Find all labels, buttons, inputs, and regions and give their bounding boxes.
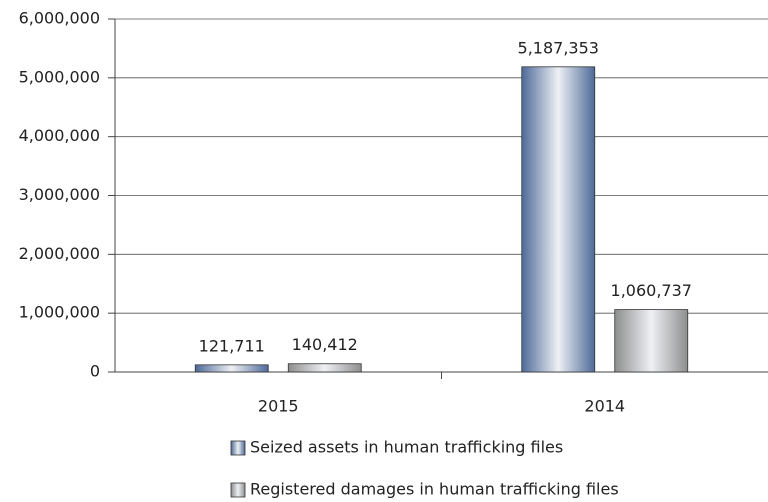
bar	[194, 364, 269, 373]
value-label: 140,412	[292, 335, 358, 354]
x-tick-label: 2014	[584, 397, 625, 416]
y-tick-label: 3,000,000	[19, 185, 100, 204]
legend-label: Registered damages in human trafficking …	[250, 480, 619, 499]
y-tick-label: 4,000,000	[19, 126, 100, 145]
bar	[521, 66, 596, 373]
legend-swatch	[230, 440, 246, 456]
value-label: 121,711	[199, 336, 265, 355]
x-tick-label: 2015	[258, 397, 299, 416]
legend-label: Seized assets in human trafficking files	[250, 438, 563, 457]
bar	[287, 363, 362, 373]
value-label: 1,060,737	[611, 281, 692, 300]
bar	[614, 309, 689, 373]
y-tick-label: 6,000,000	[19, 9, 100, 28]
y-tick-label: 5,000,000	[19, 67, 100, 86]
y-tick-label: 0	[90, 362, 100, 381]
y-tick-label: 1,000,000	[19, 303, 100, 322]
y-tick-label: 2,000,000	[19, 244, 100, 263]
value-label: 5,187,353	[518, 38, 599, 57]
legend-swatch	[230, 482, 246, 498]
